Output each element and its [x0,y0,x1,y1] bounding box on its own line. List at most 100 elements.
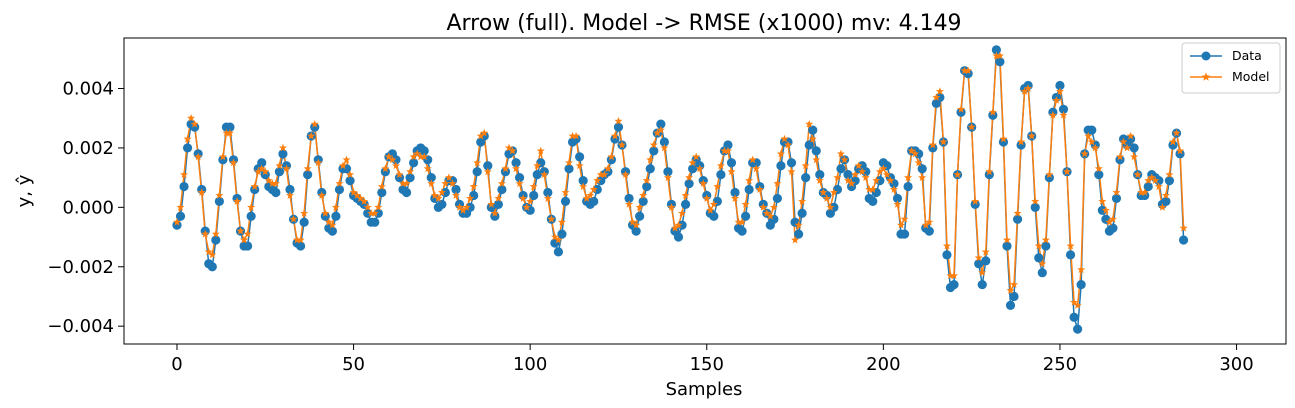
model-point [900,215,909,223]
model-point [738,217,747,226]
data-point [1065,250,1076,260]
data-point [631,226,641,236]
model-point [307,131,316,140]
model-point [621,170,630,179]
data-point [1041,241,1051,251]
model-point [1119,137,1128,146]
data-point [486,202,496,212]
model-point [974,253,983,262]
model-point [497,179,506,187]
model-point [374,203,383,211]
model-point [762,209,771,217]
model-point [1179,223,1188,232]
model-point [1024,84,1033,92]
model-point [822,194,831,202]
x-tick-label: 250 [1043,354,1077,375]
model-point [289,215,298,223]
model-point [459,206,468,214]
model-point [798,197,807,205]
data-point [1161,196,1171,206]
model-point [243,229,252,238]
legend-model-label: Model [1232,69,1270,84]
model-point [1063,167,1072,176]
model-point [882,170,891,179]
data-point [514,173,525,183]
model-point [1116,152,1124,161]
data-point [716,170,726,180]
model-series-line [176,55,1185,307]
model-point [194,152,203,161]
data-point [924,226,934,236]
model-point [826,203,835,211]
data-point [684,178,694,189]
data-point [299,217,309,227]
data-point [218,155,228,165]
model-point [222,128,231,137]
data-point [1076,279,1086,290]
model-point [639,191,648,199]
model-point [603,164,612,173]
model-point [469,182,478,190]
model-point [1108,215,1117,223]
y-tick-label: 0.000 [62,197,114,218]
model-point [490,209,499,217]
model-point [543,194,552,202]
model-point [271,179,280,187]
model-point [628,217,637,226]
model-point [805,119,814,128]
model-point [847,179,856,187]
data-point [977,279,987,290]
model-point [579,182,588,190]
data-point [589,196,599,206]
model-point [388,155,397,164]
model-point [914,158,923,167]
model-point [872,176,881,184]
data-point [836,164,846,174]
data-point [649,146,659,156]
model-point [268,179,277,187]
model-point [773,179,782,187]
model-point [678,209,687,217]
model-point [957,105,966,113]
model-point [547,215,556,223]
model-point [893,200,902,208]
model-point [296,235,305,244]
model-point [557,217,566,226]
data-point [680,199,691,209]
data-point [557,229,567,239]
model-point [331,203,340,211]
model-point [663,173,672,182]
data-point [1058,104,1069,114]
model-point [723,146,732,155]
model-point [381,164,390,173]
data-point [928,143,938,153]
model-point [448,179,457,187]
model-point [995,51,1004,60]
data-point [892,193,903,204]
x-axis: 0 50 100 150 200 250 300 [171,344,1254,375]
data-point [663,167,673,177]
data-point [380,167,390,177]
data-point [511,158,521,168]
data-point [793,229,804,239]
model-point [353,191,362,199]
model-point [363,203,372,211]
model-point [430,191,439,199]
data-point [1009,291,1019,302]
model-point [572,131,581,140]
model-point [836,149,845,158]
model-point [942,241,951,250]
model-point [607,152,616,161]
model-point [561,188,570,196]
legend-data-label: Data [1232,48,1262,63]
data-point [843,170,853,180]
model-point [1112,188,1121,196]
data-point [899,229,910,239]
data-point [808,125,818,135]
data-point [815,170,825,180]
model-point [229,158,238,167]
model-point [731,194,740,202]
data-point [394,173,405,183]
model-point [660,143,669,152]
model-point [897,220,906,229]
